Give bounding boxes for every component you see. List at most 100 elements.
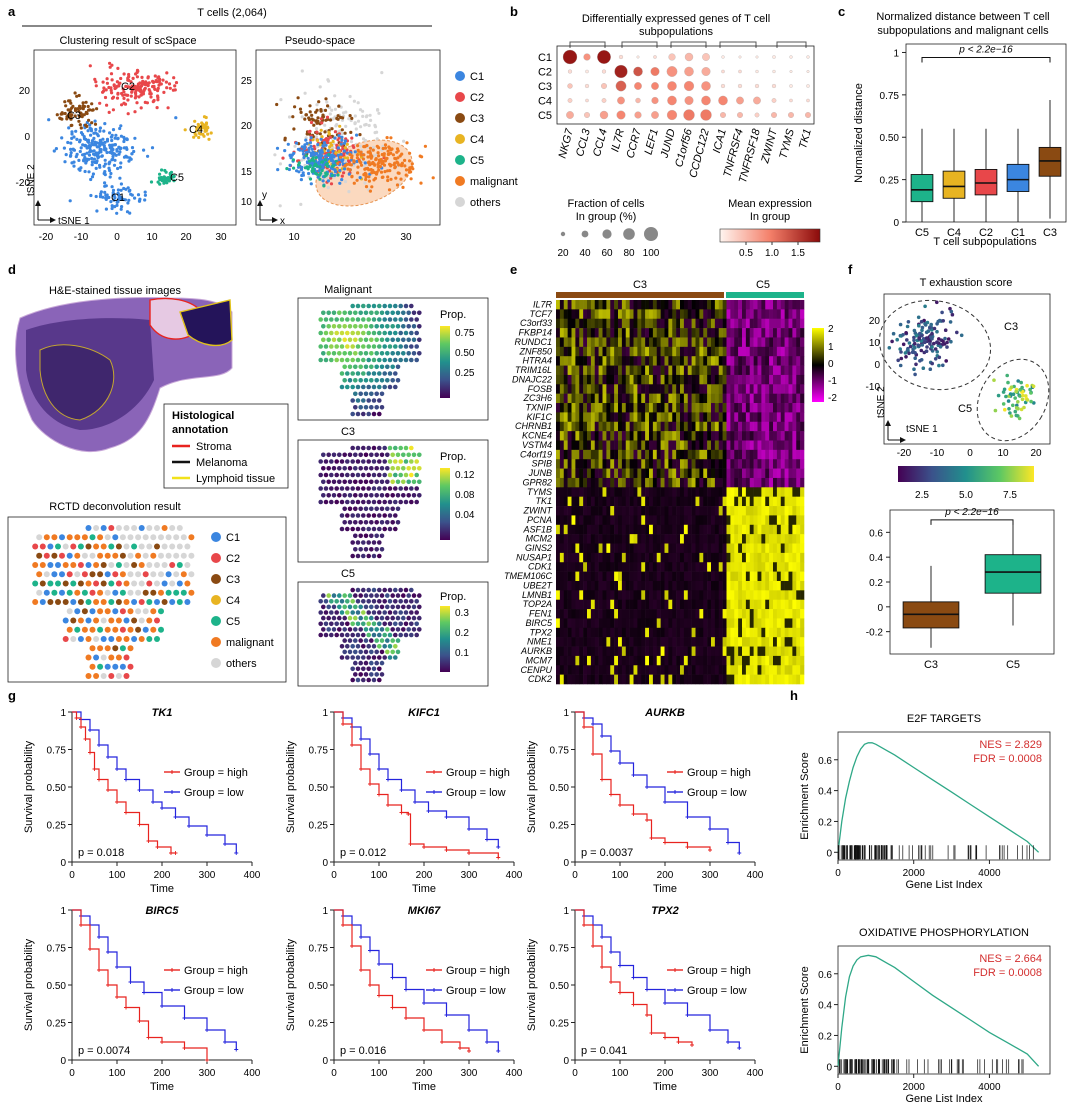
- heatmap-cell: [687, 562, 692, 572]
- heatmap-cell: [707, 412, 712, 423]
- heatmap-cell: [695, 543, 700, 554]
- pseudo-point: [320, 168, 324, 173]
- scspace-point: [150, 146, 155, 150]
- heatmap-cell: [563, 627, 568, 638]
- heatmap-cell: [637, 356, 642, 366]
- rctd-spot: [70, 580, 77, 587]
- scspace-point: [162, 90, 166, 94]
- heatmap-cell: [556, 571, 561, 582]
- heatmap-cell: [773, 637, 778, 647]
- heatmap-cell: [625, 609, 630, 619]
- heatmap-cell: [660, 609, 665, 619]
- scspace-point: [194, 133, 198, 137]
- heatmap-cell: [594, 637, 599, 647]
- heatmap-cell: [699, 346, 704, 357]
- heatmap-cell: [683, 459, 689, 469]
- heatmap-cell: [579, 534, 584, 544]
- heatmap-cell: [602, 580, 607, 591]
- heatmap-cell: [749, 637, 754, 647]
- scspace-point: [193, 119, 197, 123]
- heatmap-cell: [784, 543, 789, 554]
- dotplot-dot: [567, 83, 573, 89]
- heatmap-cell: [633, 477, 638, 488]
- heatmap-cell: [656, 524, 661, 535]
- heatmap-cell: [579, 506, 584, 516]
- scspace-point: [156, 98, 160, 102]
- pseudo-point: [314, 110, 318, 114]
- heatmap-c3-bar: [556, 292, 724, 298]
- heatmap-cell: [757, 412, 762, 423]
- heatmap-cell: [598, 534, 603, 544]
- spatial-spot-malignant: [321, 310, 326, 316]
- heatmap-cell: [699, 562, 704, 572]
- pseudo-point: [375, 170, 379, 174]
- heatmap-cell: [614, 496, 619, 507]
- heatmap-cell: [556, 365, 561, 376]
- spatial-spot-c3: [318, 486, 324, 491]
- heatmap-cell: [765, 627, 770, 638]
- heatmap-cell: [757, 449, 762, 460]
- scspace-point: [125, 93, 129, 97]
- heatmap-cell: [800, 609, 805, 619]
- box-c-ytick: 0.50: [880, 133, 900, 144]
- heatmap-cell: [680, 552, 685, 563]
- rctd-spot: [100, 673, 107, 679]
- spatial-spot-c3: [342, 493, 348, 498]
- spatial-spot-c5: [366, 655, 372, 660]
- heatmap-cell: [563, 337, 568, 348]
- spatial-spot-c3: [369, 479, 374, 485]
- pseudo-point: [343, 131, 347, 135]
- heatmap-cell: [800, 524, 805, 535]
- rctd-spot: [135, 534, 142, 541]
- heatmap-cell: [579, 618, 584, 629]
- heatmap-cell: [784, 534, 789, 544]
- heatmap-cell: [691, 309, 696, 320]
- heatmap-cell: [788, 599, 793, 610]
- rctd-spot: [100, 580, 107, 587]
- spatial-spot-c3: [358, 466, 364, 471]
- pseudo-point: [403, 164, 407, 168]
- heatmap-cell: [637, 496, 642, 507]
- pseudo-point: [299, 202, 303, 206]
- heatmap-cell: [645, 618, 650, 629]
- heatmap-cell: [571, 609, 576, 619]
- heatmap-cell: [621, 524, 627, 535]
- heatmap-cell: [668, 449, 673, 460]
- heatmap-cell: [745, 337, 751, 348]
- heatmap-cell: [649, 412, 654, 423]
- heatmap-cell: [664, 477, 669, 488]
- heatmap-cell: [598, 618, 603, 629]
- heatmap-cell: [726, 468, 731, 479]
- spatial-spot-c3: [395, 466, 401, 471]
- heatmap-cell: [614, 468, 619, 479]
- heatmap-cell: [800, 468, 805, 479]
- scspace-point: [109, 86, 113, 90]
- spatial-spot-c5: [339, 655, 345, 660]
- scspace-point: [78, 138, 82, 142]
- spatial-spot-c3: [366, 472, 372, 478]
- heatmap-cell: [769, 365, 774, 376]
- histology-annotation-title-2: annotation: [172, 424, 228, 436]
- heatmap-cell: [656, 562, 661, 572]
- spatial-spot-c3: [406, 452, 412, 458]
- scspace-point: [90, 121, 94, 125]
- heatmap-cell: [594, 449, 599, 460]
- pseudo-point: [405, 141, 409, 145]
- spatial-spot-malignant: [398, 330, 404, 336]
- heatmap-cell: [683, 618, 689, 629]
- rctd-spot: [93, 543, 100, 550]
- spatial-spot-c5: [371, 621, 377, 627]
- heatmap-cell: [556, 543, 561, 554]
- heatmap-cell: [687, 421, 692, 432]
- scspace-point: [158, 182, 162, 186]
- rctd-legend-swatch: [211, 553, 221, 563]
- heatmap-cell: [656, 365, 661, 376]
- dotplot-dot: [585, 98, 589, 103]
- heatmap-cell: [621, 543, 627, 554]
- heatmap-cell: [672, 618, 677, 629]
- heatmap-cell: [761, 365, 766, 376]
- spatial-spot-c5: [377, 666, 382, 672]
- heatmap-cell: [660, 431, 665, 441]
- heatmap-cell: [734, 506, 739, 516]
